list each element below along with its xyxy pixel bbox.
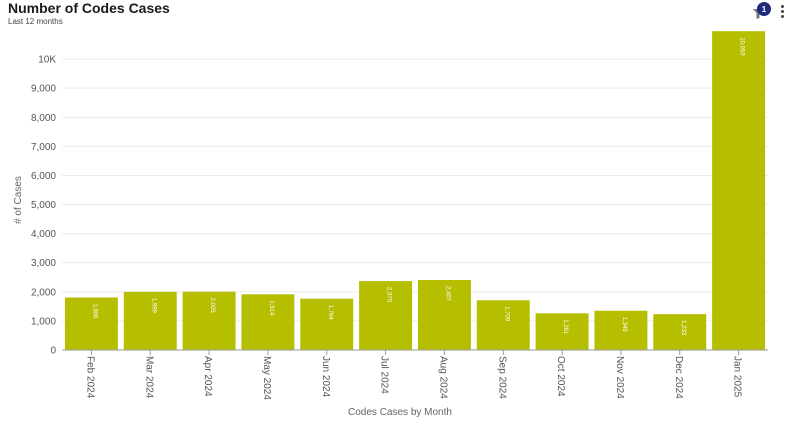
x-tick-label: Feb 2024 — [84, 356, 95, 399]
bar[interactable] — [182, 291, 236, 350]
bar-value-label: 10,959 — [739, 37, 745, 56]
filter-button[interactable]: 1 — [752, 2, 771, 20]
x-tick-label: Jul 2024 — [379, 356, 390, 394]
y-tick-label: 4,000 — [31, 229, 56, 240]
bar[interactable] — [712, 31, 766, 351]
more-vertical-icon — [780, 4, 784, 8]
x-tick-label: Jan 2025 — [732, 356, 743, 398]
bar[interactable] — [476, 300, 530, 350]
bar[interactable] — [64, 297, 118, 350]
bar-value-label: 1,764 — [327, 305, 333, 321]
bar[interactable] — [300, 298, 354, 350]
bar-value-label: 1,261 — [562, 319, 568, 335]
bar-value-label: 2,407 — [444, 286, 450, 302]
bar-value-label: 1,999 — [150, 298, 156, 314]
y-tick-label: 7,000 — [31, 142, 56, 153]
y-tick-label: 6,000 — [31, 171, 56, 182]
bar[interactable] — [653, 314, 707, 350]
x-tick-label: Nov 2024 — [614, 356, 625, 399]
y-tick-label: 5,000 — [31, 200, 56, 211]
x-axis-ticks: Feb 2024 Mar 2024 Apr 2024 May 2024 Jun 2024… — [84, 350, 743, 400]
y-axis-ticks: 0 1,000 2,000 3,000 4,000 5,000 6,000 7,000 8,00… — [31, 55, 56, 357]
bar-value-label: 1,806 — [91, 303, 97, 319]
y-tick-label: 1,000 — [31, 316, 56, 327]
x-tick-label: Dec 2024 — [673, 356, 684, 399]
x-tick-label: Oct 2024 — [555, 356, 566, 397]
chart-header: Number of Codes Cases Last 12 months — [8, 0, 170, 26]
y-tick-label: 8,000 — [31, 113, 56, 124]
bar[interactable] — [535, 313, 589, 350]
bars: 1,806 1,999 2,005 1,914 1,764 2,370 2,407 1,709… — [64, 31, 766, 351]
bar[interactable] — [594, 310, 648, 350]
bar-value-label: 2,370 — [386, 287, 392, 303]
chart-subtitle: Last 12 months — [8, 17, 63, 26]
gridlines — [62, 58, 768, 351]
x-tick-label: Apr 2024 — [202, 356, 213, 397]
chart-toolbar: 1 — [752, 2, 786, 20]
y-tick-label: 9,000 — [31, 84, 56, 95]
y-tick-label: 2,000 — [31, 287, 56, 298]
y-tick-label: 3,000 — [31, 258, 56, 269]
y-tick-label: 0 — [50, 346, 56, 357]
bar-value-label: 1,914 — [268, 300, 274, 316]
bar[interactable] — [123, 291, 177, 350]
x-tick-label: Aug 2024 — [437, 356, 448, 399]
bar[interactable] — [359, 281, 413, 350]
filter-count-badge: 1 — [757, 2, 771, 16]
x-tick-label: May 2024 — [261, 356, 272, 400]
chart-title: Number of Codes Cases — [8, 0, 170, 16]
bar-value-label: 1,233 — [680, 320, 686, 336]
y-tick-label: 10K — [38, 55, 56, 66]
bar-value-label: 1,349 — [621, 317, 627, 333]
x-axis-title: Codes Cases by Month — [348, 407, 452, 418]
x-tick-label: Jun 2024 — [320, 356, 331, 398]
bar[interactable] — [417, 279, 471, 350]
bar[interactable] — [241, 294, 295, 350]
x-tick-label: Sep 2024 — [496, 356, 507, 399]
more-options-button[interactable] — [778, 3, 786, 19]
bar-value-label: 1,709 — [503, 306, 509, 322]
bar-value-label: 2,005 — [209, 298, 215, 314]
y-axis-title: # of Cases — [13, 176, 24, 224]
x-tick-label: Mar 2024 — [143, 356, 154, 399]
